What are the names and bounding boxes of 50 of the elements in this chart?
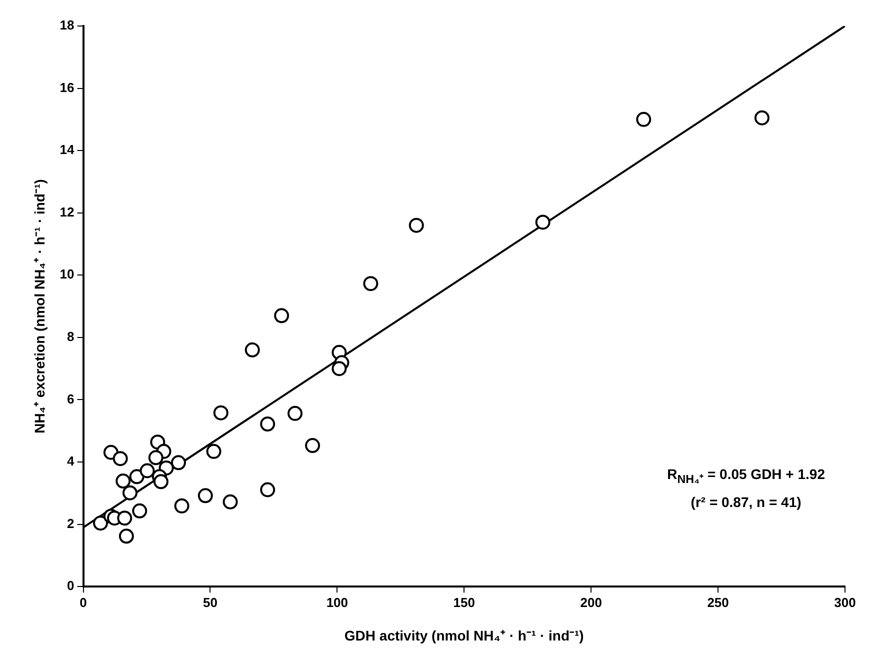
point [129, 469, 144, 484]
point [363, 276, 378, 292]
point [288, 406, 303, 421]
point [174, 498, 190, 514]
point [222, 494, 238, 510]
point [112, 451, 128, 466]
point [93, 516, 108, 531]
y-tick-label: 4 [67, 454, 76, 469]
point [213, 405, 228, 420]
annotation: (r² = 0.87, n = 41) [690, 492, 802, 512]
point [153, 474, 168, 490]
y-tick-label: 18 [60, 18, 74, 33]
point [118, 528, 134, 544]
annotation: R$_{NH₄⁺}$ = 0.05 GDH + 1.92 [667, 465, 825, 488]
point [148, 450, 164, 466]
point [198, 488, 213, 504]
y-tick-label: 0 [67, 578, 74, 594]
point [260, 416, 276, 432]
x-tick-label: 50 [202, 594, 218, 610]
point [206, 444, 222, 459]
y-tick-label: 6 [67, 391, 74, 406]
point [535, 214, 550, 230]
y-axis-title: NH₄⁺ excretion (nmol NH₄⁺ · h⁻¹ · ind⁻¹) [31, 179, 48, 434]
y-tick-label: 10 [60, 266, 74, 282]
point [332, 361, 347, 376]
y-tick-label: 16 [60, 80, 74, 95]
y-tick-label: 8 [67, 329, 74, 344]
point [244, 342, 260, 358]
point [117, 510, 132, 526]
point [274, 308, 290, 324]
x-tick-label: 250 [707, 594, 729, 610]
point [140, 463, 155, 478]
y-tick-label: 12 [60, 204, 74, 220]
point [122, 485, 138, 500]
x-tick-label: 150 [453, 594, 475, 610]
x-tick-label: 300 [834, 594, 856, 610]
point [132, 503, 148, 518]
point [754, 110, 770, 126]
point [305, 438, 320, 454]
x-tick-label: 0 [80, 594, 87, 610]
y-tick-label: 14 [60, 142, 76, 158]
y-tick-label: 2 [67, 516, 74, 531]
point [116, 474, 131, 489]
point [170, 455, 186, 470]
point [260, 482, 276, 498]
point [636, 112, 652, 127]
x-tick-label: 200 [580, 594, 602, 610]
x-tick-label: 100 [326, 594, 348, 610]
x-axis-title: GDH activity (nmol NH₄⁺ · h⁻¹ · ind⁻¹) [344, 627, 584, 644]
point [408, 218, 424, 233]
